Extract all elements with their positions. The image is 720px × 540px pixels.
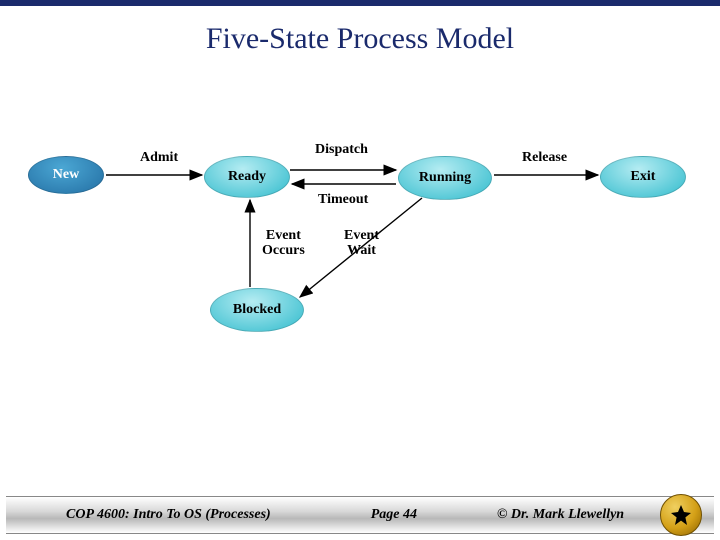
edge-label-running-ready: Timeout bbox=[318, 192, 368, 207]
page-title: Five-State Process Model bbox=[0, 22, 720, 56]
edge-label-running-blocked: Event Wait bbox=[344, 228, 379, 259]
state-blocked: Blocked bbox=[210, 288, 304, 332]
state-running: Running bbox=[398, 156, 492, 200]
edge-label-new-ready: Admit bbox=[140, 150, 178, 165]
footer-bar: COP 4600: Intro To OS (Processes) Page 4… bbox=[6, 496, 714, 534]
process-state-diagram: Admit Dispatch Timeout Release Event Wait Eve… bbox=[10, 120, 710, 360]
edge-label-running-exit: Release bbox=[522, 150, 567, 165]
edge-label-ready-running: Dispatch bbox=[315, 142, 368, 157]
university-logo-icon bbox=[660, 494, 702, 536]
state-exit: Exit bbox=[600, 156, 686, 198]
footer-course: COP 4600: Intro To OS (Processes) bbox=[56, 507, 281, 523]
state-new: New bbox=[28, 156, 104, 194]
state-ready: Ready bbox=[204, 156, 290, 198]
edge-label-blocked-ready: Event Occurs bbox=[262, 228, 305, 259]
top-border bbox=[0, 0, 720, 6]
footer-author: © Dr. Mark Llewellyn bbox=[487, 507, 634, 523]
footer-page: Page 44 bbox=[361, 507, 427, 523]
